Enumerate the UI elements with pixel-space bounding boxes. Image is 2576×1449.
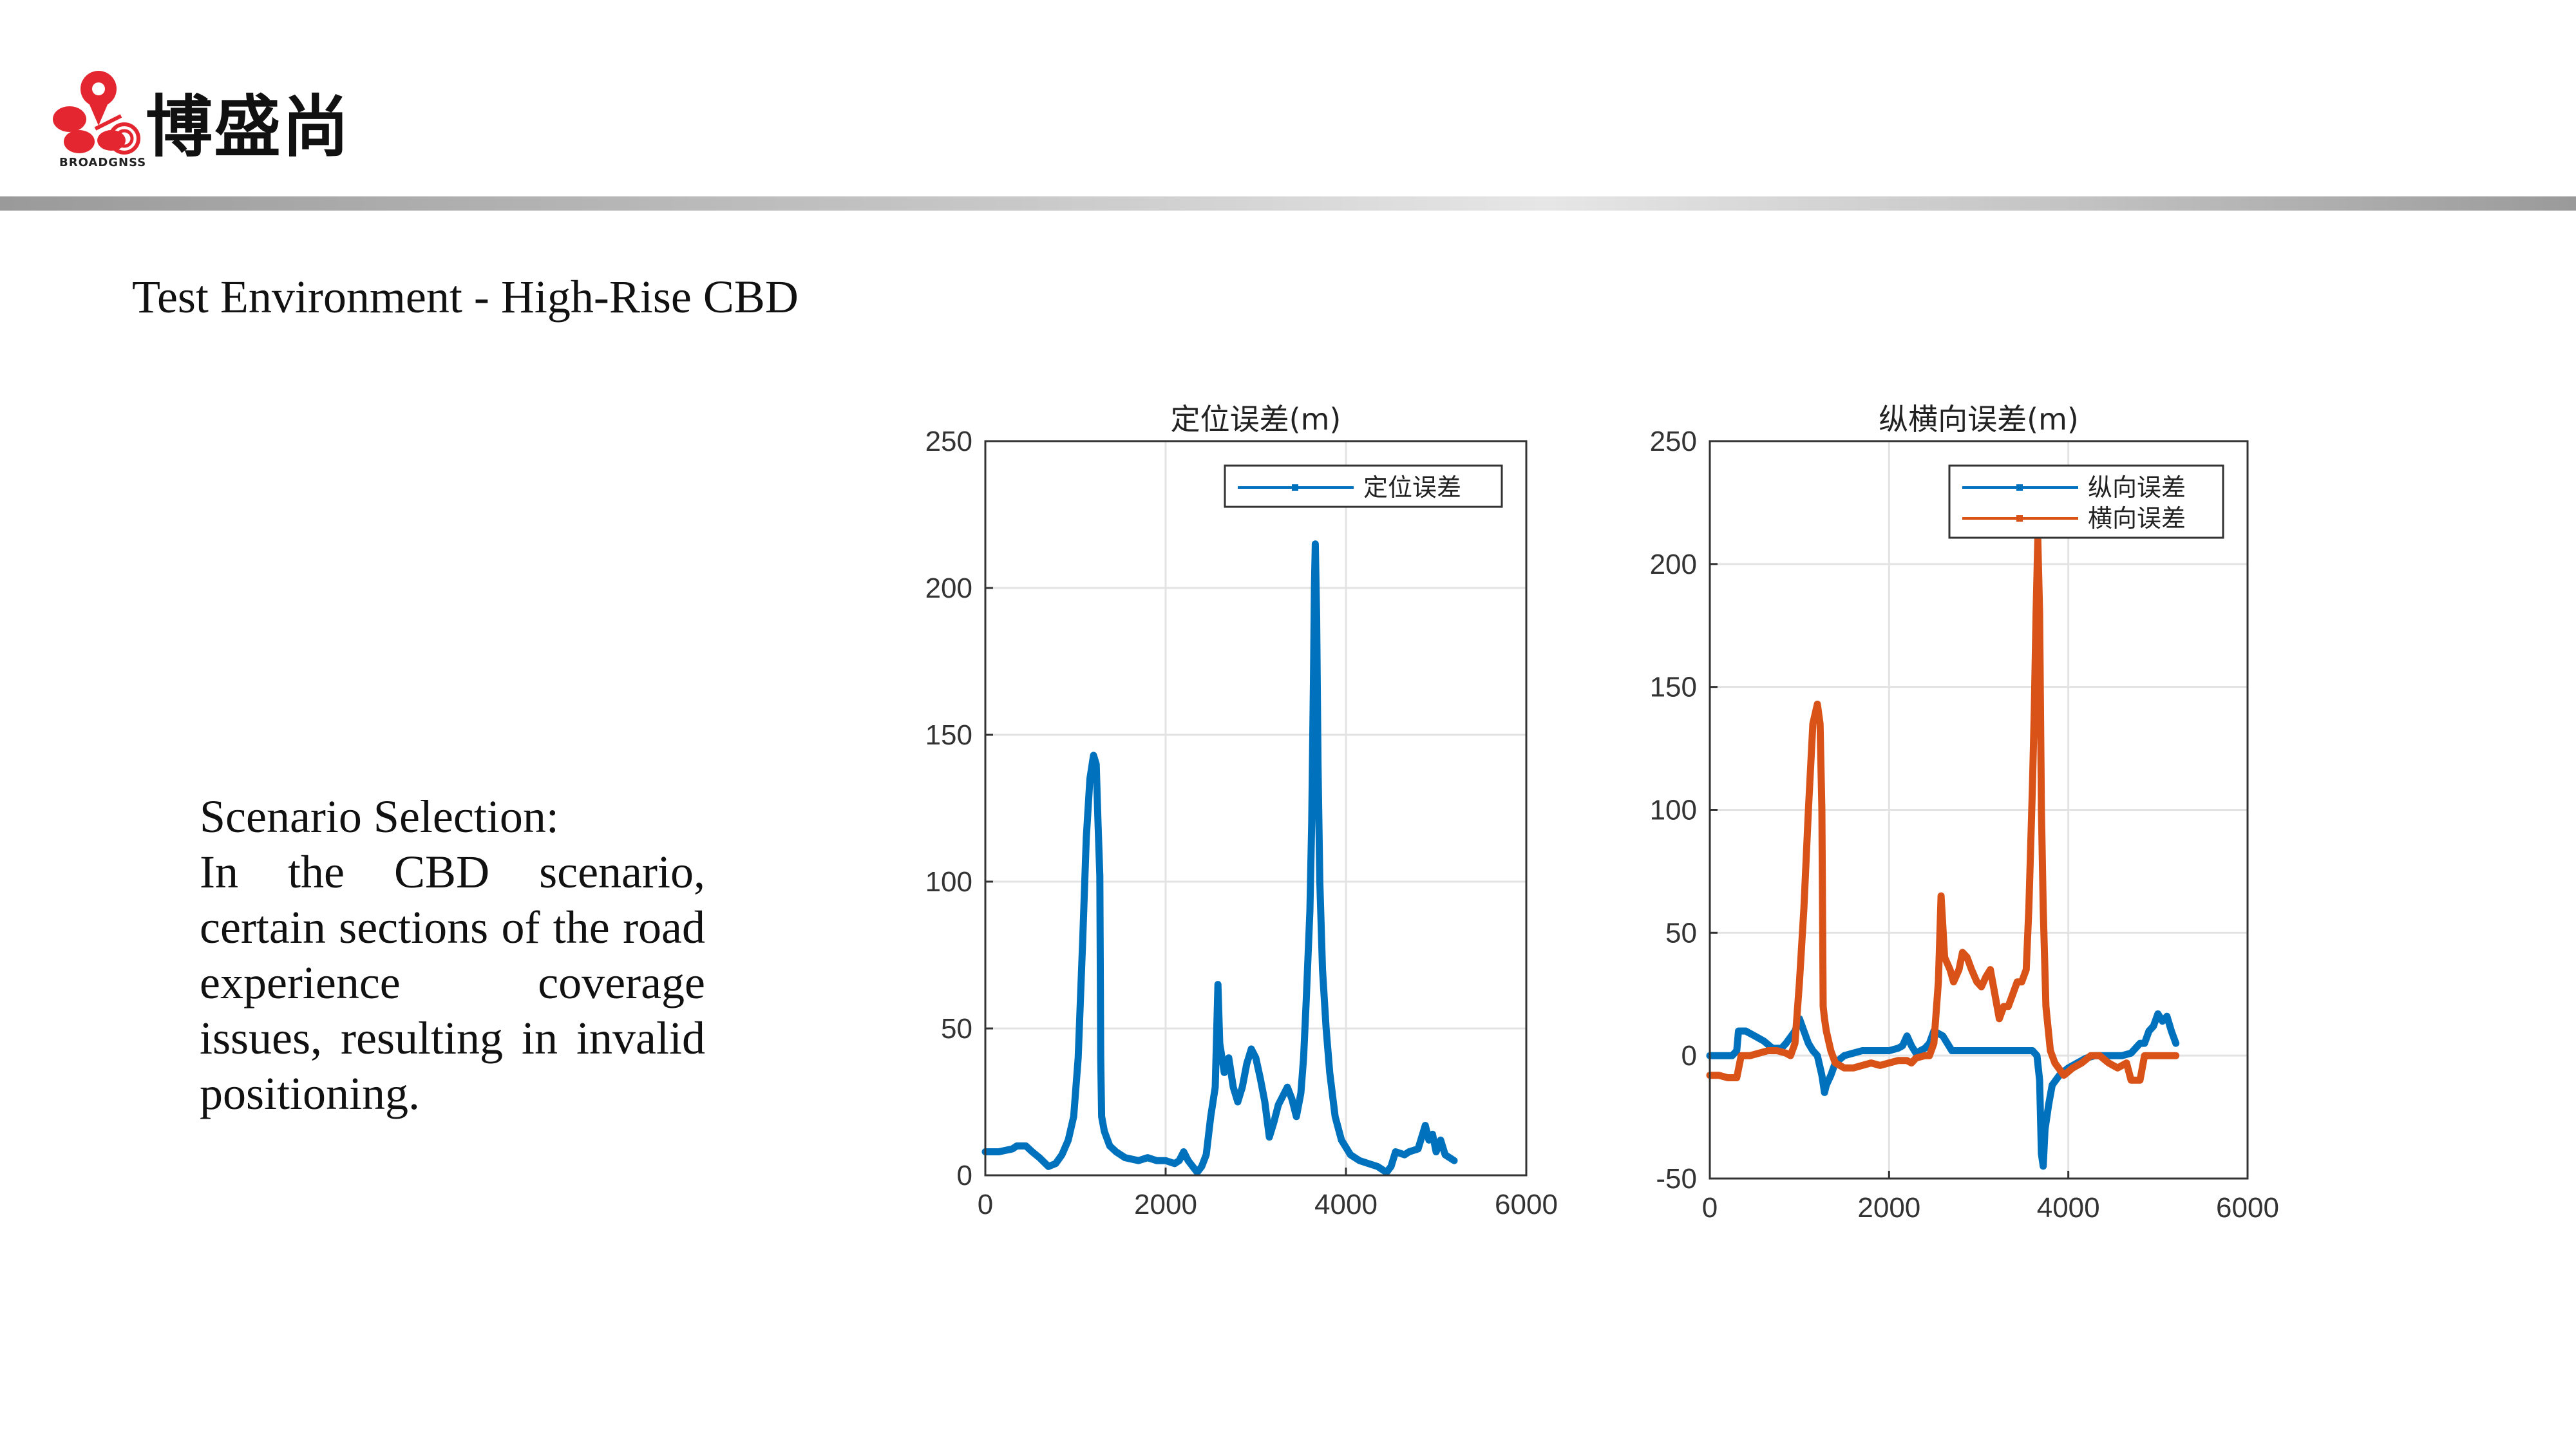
y-tick-label: 50 (941, 1013, 972, 1045)
x-tick-label: 2000 (1134, 1189, 1197, 1220)
x-tick-label: 4000 (2037, 1192, 2100, 1224)
x-tick-label: 0 (978, 1189, 993, 1220)
y-tick-label: 200 (925, 573, 972, 604)
x-tick-label: 6000 (2216, 1192, 2279, 1224)
header-divider (0, 196, 2576, 211)
axes-frame (1709, 440, 2249, 1180)
y-tick-label: 0 (1681, 1040, 1697, 1072)
series-line-1 (981, 540, 1458, 1176)
y-tick-label: 250 (925, 426, 972, 457)
y-tick-label: 100 (1650, 795, 1697, 826)
legend-label: 纵向误差 (2088, 473, 2186, 502)
brand-subtitle: BROADGNSS (59, 156, 147, 169)
legend-label: 横向误差 (2088, 504, 2186, 533)
y-tick-label: 150 (925, 719, 972, 751)
scenario-description: Scenario Selection: In the CBD scenario,… (200, 789, 705, 1121)
y-tick-label: -50 (1656, 1163, 1697, 1195)
y-tick-label: 0 (957, 1160, 972, 1191)
x-tick-label: 2000 (1857, 1192, 1920, 1224)
legend-marker (2016, 515, 2023, 522)
scenario-title: Scenario Selection: (200, 791, 559, 842)
x-tick-label: 6000 (1495, 1189, 1558, 1220)
legend-box (1948, 464, 2224, 539)
axes-frame (984, 440, 1528, 1177)
x-tick-label: 4000 (1314, 1189, 1378, 1220)
legend-marker (1292, 484, 1298, 491)
brand-logo: 博盛尚 BROADGNSS (50, 64, 411, 180)
y-tick-label: 100 (925, 866, 972, 898)
chart-title: 纵横向误差(m) (1879, 402, 2079, 437)
y-tick-label: 150 (1650, 672, 1697, 703)
x-tick-label: 0 (1702, 1192, 1718, 1224)
chart-title: 定位误差(m) (1171, 402, 1341, 437)
brand-name: 博盛尚 (146, 88, 351, 166)
page-title: Test Environment - High-Rise CBD (132, 271, 799, 323)
y-tick-label: 200 (1650, 549, 1697, 580)
series-line-2 (1706, 536, 2180, 1084)
y-tick-label: 50 (1665, 917, 1697, 949)
scenario-body: In the CBD scenario, certain sections of… (200, 846, 705, 1119)
brand-flower-icon (53, 71, 140, 155)
legend-label: 定位误差 (1363, 473, 1461, 502)
y-tick-label: 250 (1650, 426, 1697, 457)
legend-marker (2016, 484, 2023, 491)
